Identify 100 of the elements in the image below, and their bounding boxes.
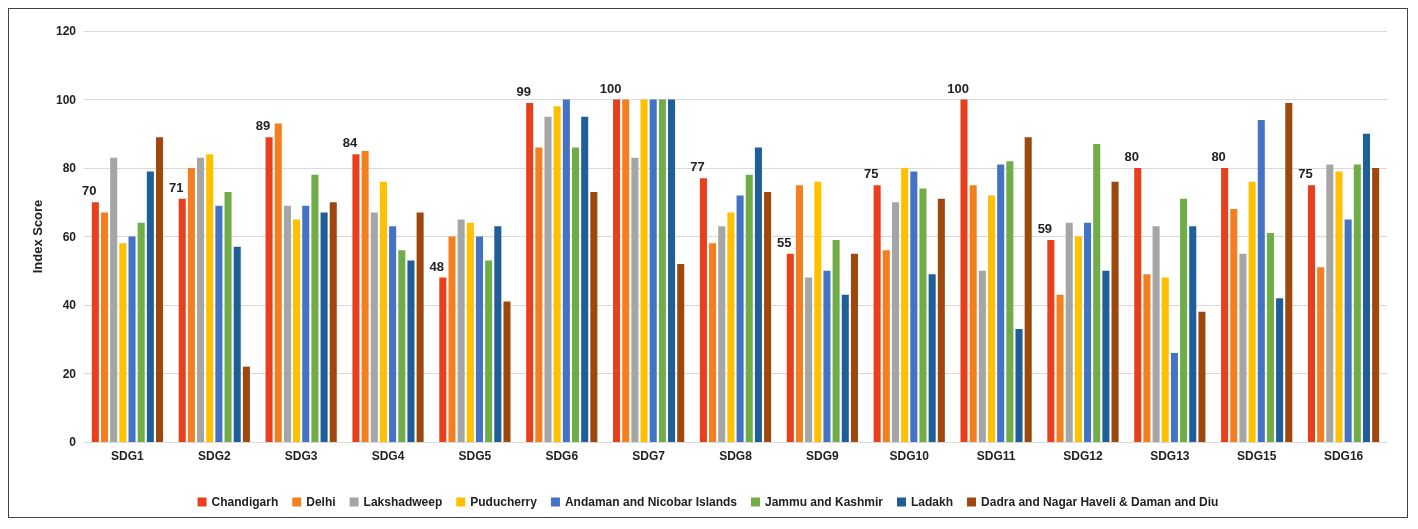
bar — [1047, 239, 1055, 442]
bar — [293, 219, 301, 442]
data-label: 71 — [168, 179, 184, 195]
x-tick-label: SDG16 — [1323, 449, 1364, 463]
data-label: 75 — [1298, 166, 1313, 182]
bar — [658, 99, 666, 442]
bar — [265, 137, 273, 442]
bar — [1198, 311, 1206, 442]
y-tick-label: 80 — [62, 161, 77, 175]
bar — [1257, 120, 1265, 442]
data-label: 99 — [516, 83, 531, 99]
legend-label: Lakshadweep — [363, 495, 443, 509]
bar — [978, 270, 986, 442]
bar — [274, 123, 282, 442]
bar — [754, 147, 762, 442]
bar — [1111, 181, 1119, 442]
bar — [1065, 222, 1073, 442]
bar — [1024, 137, 1032, 442]
x-tick-label: SDG3 — [284, 449, 318, 463]
x-tick-label: SDG6 — [545, 449, 579, 463]
bar — [407, 260, 415, 442]
bar — [814, 181, 822, 442]
bar — [215, 205, 223, 442]
bar — [1344, 219, 1352, 442]
bar — [398, 250, 406, 442]
bar — [718, 226, 726, 442]
bar — [1230, 209, 1238, 442]
bar — [1317, 267, 1325, 442]
x-tick-label: SDG8 — [719, 449, 753, 463]
bar — [1056, 294, 1064, 442]
bar — [457, 219, 465, 442]
data-label: 100 — [599, 80, 622, 96]
bar — [987, 195, 996, 442]
bar — [850, 253, 858, 442]
data-label: 80 — [1211, 149, 1226, 164]
bar — [937, 198, 945, 442]
bar — [361, 150, 369, 442]
bar — [156, 137, 164, 442]
bar — [526, 102, 534, 442]
data-label: 77 — [690, 159, 705, 175]
bar — [786, 253, 794, 442]
x-tick-label: SDG5 — [458, 449, 492, 463]
bar — [960, 99, 968, 442]
bar — [110, 157, 118, 442]
bar — [485, 260, 493, 442]
bar — [494, 226, 502, 442]
bar — [873, 185, 881, 442]
bar — [466, 222, 474, 442]
bar — [1221, 168, 1229, 442]
bar — [745, 174, 753, 442]
bar — [242, 366, 250, 442]
bar — [146, 171, 154, 442]
y-tick-label: 100 — [55, 92, 77, 107]
data-label: 100 — [947, 80, 969, 96]
y-tick-label: 40 — [62, 298, 77, 312]
x-tick-label: SDG11 — [976, 449, 1016, 463]
x-tick-label: SDG9 — [806, 449, 840, 463]
bar — [544, 116, 552, 442]
bar — [283, 205, 291, 442]
x-tick-label: SDG10 — [889, 449, 930, 463]
bar — [379, 181, 387, 442]
bar — [329, 202, 337, 442]
bar — [1161, 277, 1169, 442]
bar — [1180, 198, 1188, 442]
x-tick-label: SDG15 — [1237, 449, 1277, 463]
bar — [562, 99, 570, 442]
data-label: 80 — [1124, 149, 1139, 164]
bar — [91, 202, 99, 442]
data-label: 55 — [777, 234, 792, 250]
bar — [891, 202, 900, 442]
legend-label: Jammu and Kashmir — [764, 495, 884, 509]
data-label: 89 — [255, 118, 271, 134]
bar — [1143, 274, 1151, 442]
y-tick-label: 60 — [62, 229, 77, 244]
bar — [119, 243, 127, 442]
data-label: 75 — [863, 166, 879, 182]
bar — [311, 174, 319, 442]
bar — [352, 154, 360, 442]
legend-label: Andaman and Nicobar Islands — [564, 495, 738, 509]
bar — [475, 236, 484, 442]
data-label: 59 — [1037, 220, 1053, 236]
bar — [571, 147, 580, 442]
bar — [128, 236, 136, 442]
bar — [677, 263, 685, 442]
bar — [640, 99, 648, 442]
bar — [187, 168, 195, 442]
bar — [197, 157, 205, 442]
bar — [764, 191, 772, 442]
data-label: 48 — [429, 258, 445, 274]
bar — [1152, 226, 1160, 442]
bar — [416, 212, 424, 442]
data-label: 70 — [82, 183, 97, 199]
bar — [919, 188, 927, 442]
bar — [1326, 164, 1334, 442]
bar — [178, 198, 186, 442]
bar — [1102, 270, 1110, 442]
bar — [736, 195, 744, 442]
bar — [370, 212, 378, 442]
y-axis-title: Index Score — [30, 199, 45, 274]
legend-label: Dadra and Nagar Haveli & Daman and Diu — [981, 495, 1219, 509]
